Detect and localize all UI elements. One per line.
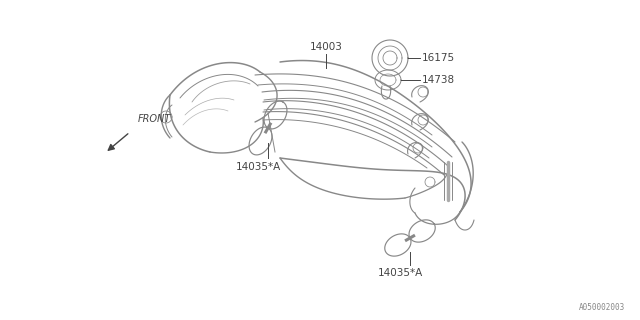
Text: 14003: 14003 xyxy=(310,42,342,52)
Text: 14035*A: 14035*A xyxy=(236,162,280,172)
Text: FRONT: FRONT xyxy=(138,114,172,124)
Text: 16175: 16175 xyxy=(422,53,455,63)
Text: 14738: 14738 xyxy=(422,75,455,85)
Text: A050002003: A050002003 xyxy=(579,303,625,312)
Text: 14035*A: 14035*A xyxy=(378,268,422,278)
